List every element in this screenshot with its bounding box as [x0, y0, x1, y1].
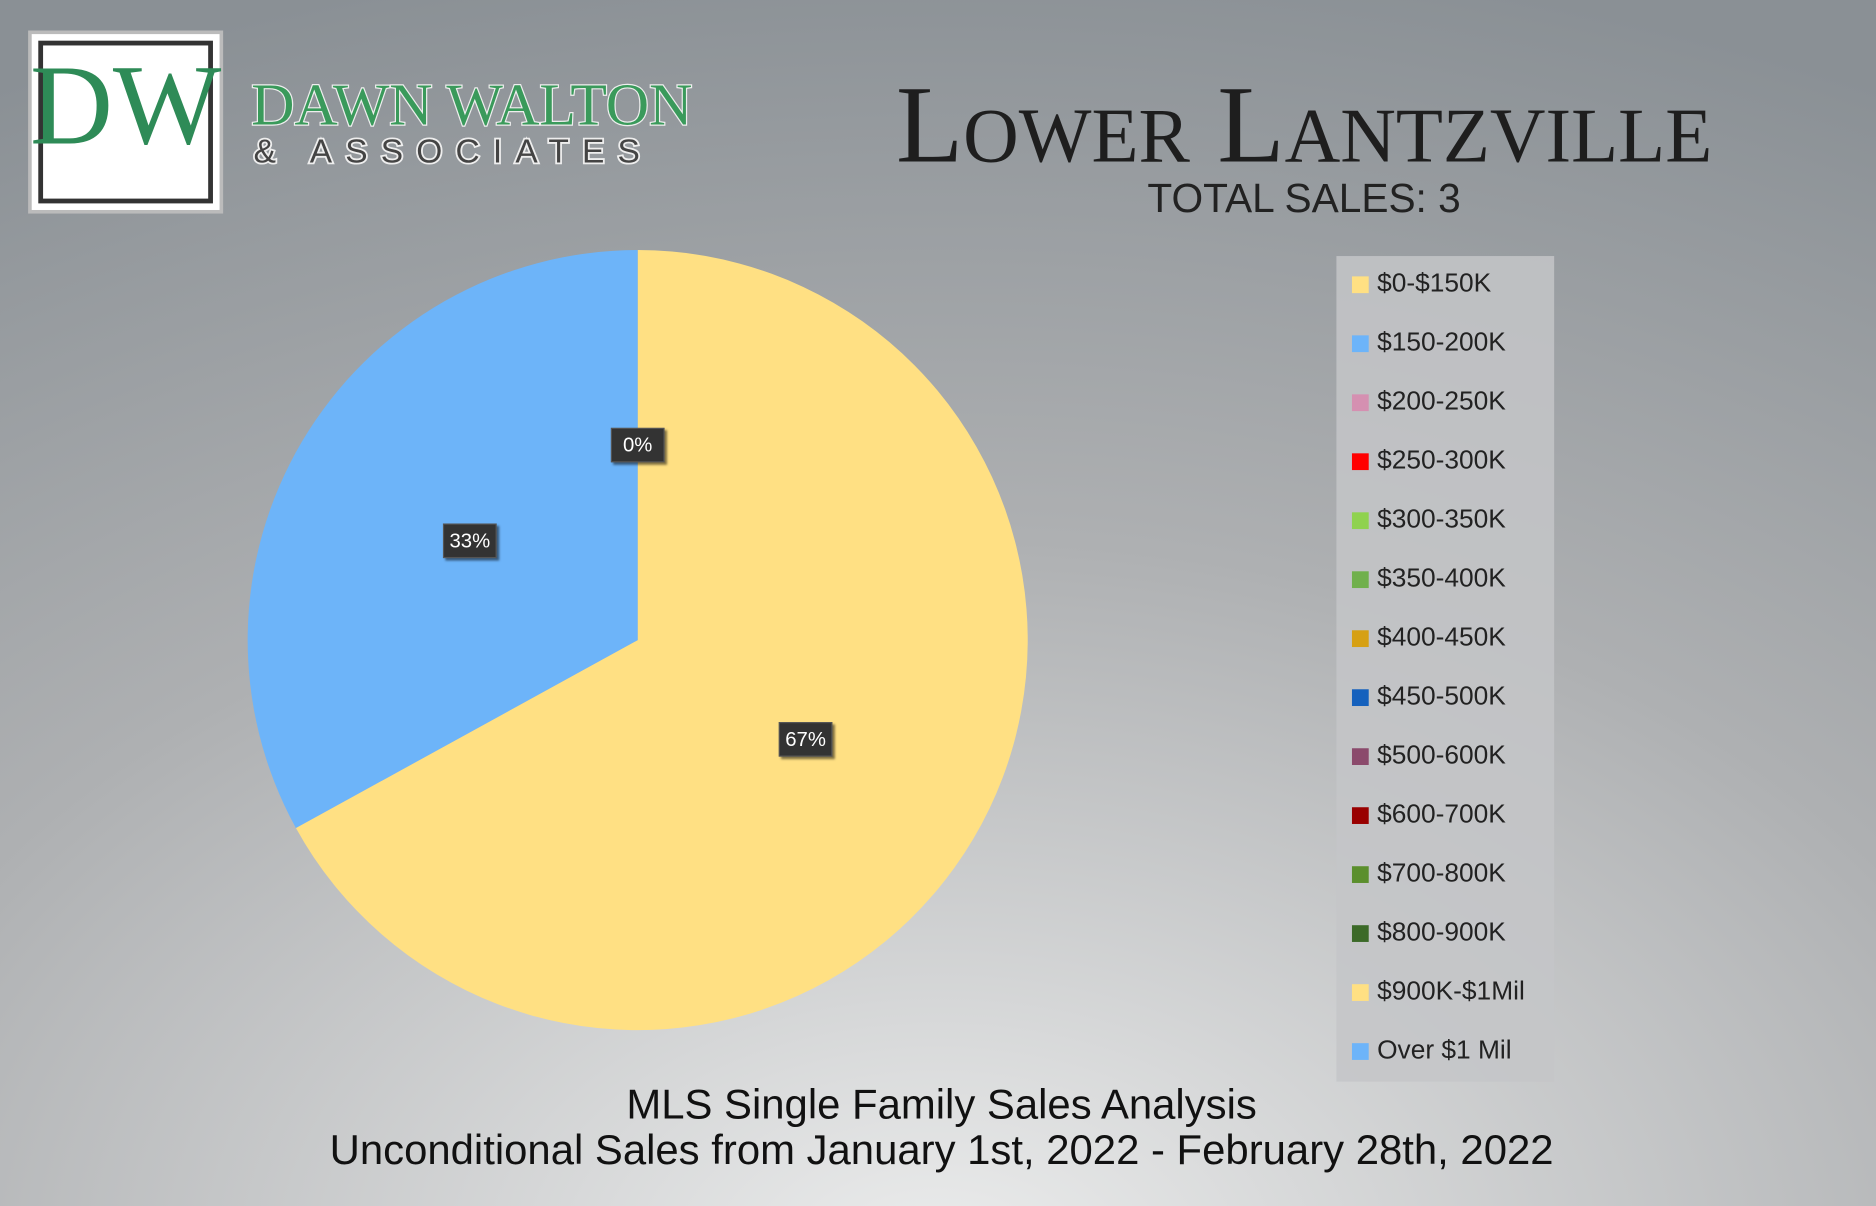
legend-swatch [1351, 512, 1369, 530]
legend-label: $150-200K [1377, 327, 1506, 357]
legend-label: $800-900K [1377, 917, 1506, 947]
legend-label: $600-700K [1377, 799, 1506, 829]
logo-initials: DW [30, 42, 222, 169]
legend-swatch [1351, 630, 1369, 648]
legend-swatch [1351, 984, 1369, 1001]
legend-label: $700-800K [1377, 858, 1506, 888]
legend-box [1336, 256, 1555, 1082]
legend-swatch [1351, 689, 1369, 707]
logo: DW DAWN WALTON & ASSOCIATES [28, 30, 693, 214]
legend-label: $400-450K [1377, 622, 1506, 652]
legend-swatch [1351, 807, 1369, 824]
data-label-text: 0% [623, 435, 652, 457]
pie-slice [247, 250, 638, 828]
legend-label: $250-300K [1377, 445, 1506, 475]
legend-swatch [1351, 335, 1369, 353]
legend-label: $450-500K [1377, 681, 1506, 711]
legend-swatch [1351, 571, 1369, 589]
logo-frame [38, 40, 213, 204]
data-label: 0% [610, 427, 665, 463]
chart-title: Lower Lantzville [896, 64, 1712, 186]
pie-slice [295, 250, 1028, 1031]
footer-line: Unconditional Sales from January 1st, 20… [330, 1126, 1554, 1173]
legend-label: $900K-$1Mil [1377, 976, 1525, 1006]
data-label-box [610, 427, 665, 463]
legend-label: Over $1 Mil [1377, 1034, 1512, 1064]
legend-label: $200-250K [1377, 386, 1506, 416]
legend-swatch [1351, 394, 1369, 412]
legend-swatch [1351, 453, 1369, 471]
legend-swatch [1351, 1043, 1369, 1060]
data-label-text: 67% [785, 729, 826, 751]
data-label-box [442, 523, 497, 559]
legend-swatch [1351, 748, 1369, 765]
legend-label: $0-$150K [1377, 268, 1492, 298]
legend-swatch [1351, 276, 1369, 294]
logo-name: DAWN WALTON [251, 71, 692, 137]
data-label: 67% [778, 722, 833, 757]
chart-subtitle: TOTAL SALES: 3 [1147, 175, 1460, 221]
legend-swatch [1351, 866, 1369, 883]
legend-swatch [1351, 925, 1369, 942]
footer-line: MLS Single Family Sales Analysis [626, 1081, 1256, 1128]
legend-label: $350-400K [1377, 563, 1506, 593]
legend-label: $500-600K [1377, 740, 1506, 770]
legend-label: $300-350K [1377, 504, 1506, 534]
logo-tagline: & ASSOCIATES [254, 134, 653, 171]
logo-box [28, 30, 224, 214]
data-label-text: 33% [449, 530, 490, 552]
data-label-box [778, 722, 833, 757]
data-label: 33% [442, 523, 497, 559]
